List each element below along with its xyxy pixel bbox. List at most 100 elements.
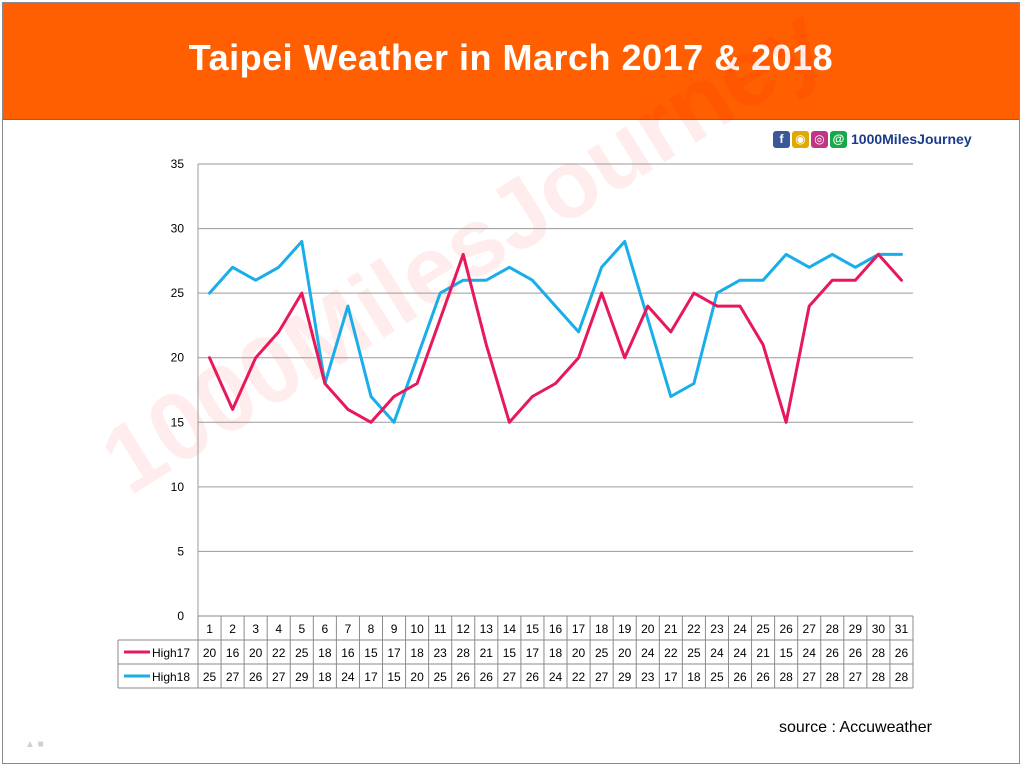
x-tick-label: 19 — [618, 622, 632, 636]
data-point-high18 — [831, 253, 834, 256]
data-label-high17: 23 — [433, 646, 447, 660]
data-point-high17 — [231, 408, 234, 411]
data-label-high17: 28 — [457, 646, 471, 660]
data-label-high18: 17 — [364, 670, 378, 684]
x-tick-label: 7 — [345, 622, 352, 636]
data-label-high17: 21 — [480, 646, 494, 660]
data-label-high18: 25 — [710, 670, 724, 684]
data-point-high17 — [600, 291, 603, 295]
data-label-high18: 27 — [226, 670, 240, 684]
data-label-high17: 28 — [872, 646, 886, 660]
x-tick-label: 28 — [826, 622, 840, 636]
data-label-high18: 22 — [572, 670, 586, 684]
data-label-high18: 28 — [872, 670, 886, 684]
data-label-high17: 24 — [641, 646, 655, 660]
data-point-high18 — [715, 291, 719, 295]
data-point-high18 — [577, 330, 580, 334]
data-point-high18 — [346, 304, 350, 308]
data-label-high17: 25 — [595, 646, 609, 660]
data-label-high17: 20 — [203, 646, 217, 660]
y-tick-label: 10 — [171, 480, 185, 494]
y-tick-label: 20 — [171, 351, 185, 365]
data-point-high18 — [300, 240, 303, 243]
data-point-high17 — [808, 304, 811, 308]
data-label-high18: 23 — [641, 670, 655, 684]
data-point-high17 — [531, 395, 534, 398]
data-label-high17: 16 — [341, 646, 355, 660]
data-point-high17 — [761, 343, 765, 346]
data-point-high18 — [854, 266, 857, 269]
data-label-high18: 27 — [803, 670, 817, 684]
data-label-high17: 20 — [249, 646, 263, 660]
data-point-high17 — [208, 356, 211, 359]
y-tick-label: 35 — [171, 157, 185, 171]
series-line-high18 — [208, 240, 903, 424]
x-tick-label: 10 — [410, 622, 424, 636]
data-point-high17 — [831, 279, 834, 282]
x-tick-label: 8 — [368, 622, 375, 636]
data-point-high17 — [554, 382, 557, 385]
x-tick-label: 9 — [391, 622, 398, 636]
data-point-high17 — [392, 395, 396, 398]
data-label-high17: 24 — [733, 646, 747, 660]
data-label-high17: 21 — [756, 646, 770, 660]
data-label-high18: 27 — [595, 670, 609, 684]
data-point-high17 — [854, 279, 857, 282]
x-tick-label: 27 — [803, 622, 817, 636]
x-tick-label: 12 — [457, 622, 471, 636]
data-point-high17 — [900, 279, 903, 282]
data-point-high18 — [554, 304, 557, 308]
data-label-high17: 20 — [618, 646, 632, 660]
data-label-high17: 20 — [572, 646, 586, 660]
series-line-high17 — [208, 252, 903, 424]
chart-title: Taipei Weather in March 2017 & 2018 — [188, 37, 834, 78]
data-point-high17 — [577, 356, 580, 359]
data-label-high18: 25 — [203, 670, 217, 684]
data-label-high17: 15 — [503, 646, 517, 660]
data-label-high18: 20 — [410, 670, 424, 684]
data-point-high18 — [508, 266, 511, 269]
data-label-high18: 28 — [826, 670, 840, 684]
x-tick-label: 6 — [322, 622, 329, 636]
legend-label-high18: High18 — [152, 670, 190, 684]
data-label-high18: 24 — [549, 670, 563, 684]
x-tick-label: 17 — [572, 622, 586, 636]
data-label-high17: 15 — [779, 646, 793, 660]
data-point-high18 — [369, 395, 373, 398]
data-point-high17 — [508, 421, 511, 424]
data-point-high18 — [738, 279, 742, 282]
x-tick-label: 30 — [872, 622, 886, 636]
x-tick-label: 26 — [779, 622, 793, 636]
data-point-high18 — [761, 279, 765, 282]
data-label-high18: 26 — [733, 670, 747, 684]
data-point-high17 — [346, 408, 350, 411]
x-tick-label: 5 — [298, 622, 305, 636]
chrome-icon: ◉ — [792, 130, 809, 148]
data-label-high18: 27 — [272, 670, 286, 684]
data-point-high18 — [692, 382, 696, 385]
data-point-high18 — [438, 291, 442, 295]
data-label-high17: 18 — [549, 646, 563, 660]
data-point-high18 — [277, 266, 280, 269]
data-label-high17: 26 — [895, 646, 909, 660]
data-point-high17 — [323, 382, 327, 385]
data-point-high17 — [784, 421, 788, 424]
data-label-high18: 28 — [779, 670, 793, 684]
x-tick-label: 16 — [549, 622, 563, 636]
brand-logo: f ◉ ◎ @ 1000MilesJourney — [773, 128, 972, 150]
data-point-high18 — [808, 266, 811, 269]
data-point-high17 — [277, 330, 280, 334]
data-label-high17: 17 — [387, 646, 401, 660]
data-point-high17 — [646, 304, 649, 308]
data-label-high18: 26 — [249, 670, 263, 684]
at-icon: @ — [830, 130, 847, 148]
data-point-high17 — [692, 291, 696, 295]
x-tick-label: 22 — [687, 622, 701, 636]
data-point-high17 — [485, 343, 488, 346]
y-tick-label: 0 — [177, 609, 184, 623]
corner-decoration: ▲ ■ — [25, 739, 44, 750]
x-tick-label: 21 — [664, 622, 678, 636]
data-label-high17: 18 — [410, 646, 424, 660]
data-point-high18 — [485, 279, 488, 282]
